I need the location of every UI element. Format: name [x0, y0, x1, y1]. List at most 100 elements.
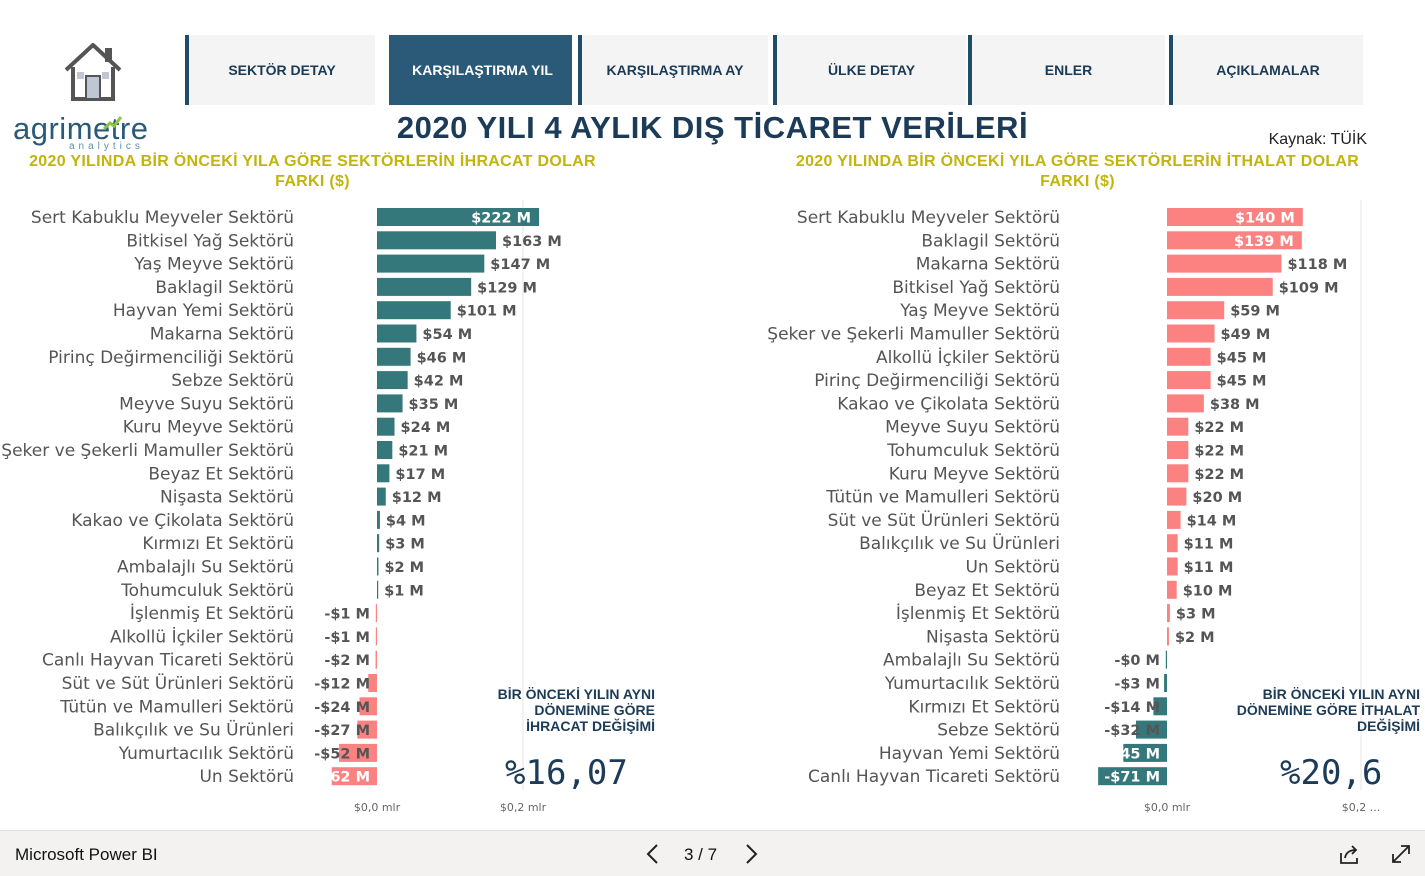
tab-karsilastirma-yil[interactable]: KARŞILAŞTIRMA YIL: [389, 35, 572, 105]
footer-bar: Microsoft Power BI 3 / 7: [0, 830, 1425, 876]
page-title: 2020 YILI 4 AYLIK DIŞ TİCARET VERİLERİ: [396, 110, 1029, 145]
data-label: $42 M: [414, 374, 464, 390]
category-label: Kakao ve Çikolata Sektörü: [837, 394, 1060, 414]
axis-tick-label: $0,2 ...: [1342, 801, 1380, 814]
import-chart-title: 2020 YILINDA BİR ÖNCEKİ YILA GÖRE SEKTÖR…: [795, 153, 1360, 190]
data-label: -$32 M: [1104, 723, 1160, 739]
bar: [377, 441, 393, 459]
data-label: $14 M: [1187, 513, 1237, 529]
category-label: Ambalajlı Su Sektörü: [117, 558, 294, 578]
bar: [377, 580, 379, 599]
tab-label: AÇIKLAMALAR: [1216, 62, 1320, 78]
share-button[interactable]: [1336, 841, 1362, 867]
data-label: -$2 M: [324, 653, 370, 669]
category-label: Sert Kabuklu Meyveler Sektörü: [797, 208, 1060, 228]
category-label: Yumurtacılık Sektörü: [118, 744, 294, 764]
category-label: İşlenmiş Et Sektörü: [896, 603, 1060, 624]
bar: [377, 231, 496, 250]
tab-sektor-detay[interactable]: SEKTÖR DETAY: [185, 35, 375, 105]
bar: [377, 371, 408, 390]
category-label: Un Sektörü: [199, 767, 294, 787]
data-label: $3 M: [385, 537, 425, 553]
bar: [359, 697, 377, 716]
category-label: Baklagil Sektörü: [155, 278, 294, 298]
category-label: Kuru Meyve Sektörü: [123, 418, 294, 438]
fullscreen-button[interactable]: [1388, 841, 1414, 867]
tab-aciklamalar[interactable]: AÇIKLAMALAR: [1169, 35, 1363, 105]
category-label: Canlı Hayvan Ticareti Sektörü: [42, 651, 294, 671]
bar: [1167, 464, 1189, 483]
tab-label: ÜLKE DETAY: [827, 62, 916, 78]
data-label: $109 M: [1279, 280, 1339, 296]
category-label: Tütün ve Mamulleri Sektörü: [59, 697, 294, 717]
category-label: Makarna Sektörü: [916, 255, 1060, 275]
bar: [377, 534, 380, 553]
bar: [1153, 697, 1167, 716]
category-label: Alkollü İçkiler Sektörü: [110, 626, 294, 647]
category-label: Kuru Meyve Sektörü: [889, 464, 1060, 484]
category-label: Meyve Suyu Sektörü: [885, 418, 1060, 438]
category-label: Şeker ve Şekerli Mamuller Sektörü: [767, 325, 1060, 345]
bar: [1167, 627, 1169, 646]
data-label: $12 M: [392, 490, 442, 506]
expand-icon: [1392, 845, 1410, 863]
data-label: -$27 M: [314, 723, 370, 739]
data-label: $54 M: [422, 327, 472, 343]
category-label: Tohumculuk Sektörü: [886, 441, 1060, 461]
data-label: -$12 M: [314, 677, 370, 693]
tab-label: SEKTÖR DETAY: [228, 62, 336, 78]
category-label: Yumurtacılık Sektörü: [884, 674, 1060, 694]
bar: [1167, 557, 1178, 576]
data-label: $46 M: [417, 350, 467, 366]
data-label: $59 M: [1230, 304, 1280, 320]
bar: [1167, 487, 1187, 506]
data-label: $22 M: [1194, 420, 1244, 436]
tab-label: ENLER: [1044, 62, 1093, 78]
next-page-button[interactable]: [738, 841, 764, 867]
tab-enler[interactable]: ENLER: [968, 35, 1165, 105]
bar: [377, 301, 451, 320]
home-button[interactable]: [62, 40, 124, 102]
bar: [377, 254, 485, 273]
data-label: $163 M: [502, 234, 562, 250]
data-label: $45 M: [1217, 374, 1267, 390]
category-label: Kırmızı Et Sektörü: [142, 534, 294, 554]
bar: [377, 347, 411, 366]
category-label: Yaş Meyve Sektörü: [133, 255, 294, 275]
category-label: Meyve Suyu Sektörü: [119, 394, 294, 414]
bar: [377, 324, 417, 343]
logo-tagline: analytics: [69, 141, 144, 152]
data-label: $38 M: [1210, 397, 1260, 413]
data-label: $139 M: [1234, 234, 1294, 250]
category-label: Beyaz Et Sektörü: [148, 464, 294, 484]
data-label: $3 M: [1176, 607, 1216, 623]
bar: [1167, 534, 1178, 553]
bar: [1167, 347, 1211, 366]
data-label: $24 M: [401, 420, 451, 436]
category-label: Kırmızı Et Sektörü: [908, 697, 1060, 717]
footer-brand: Microsoft Power BI: [15, 845, 158, 864]
bar: [1165, 650, 1167, 669]
data-label: -$14 M: [1104, 700, 1160, 716]
category-label: Nişasta Sektörü: [160, 488, 294, 508]
category-label: Şeker ve Şekerli Mamuller Sektörü: [1, 441, 294, 461]
category-label: Makarna Sektörü: [150, 325, 294, 345]
previous-page-button[interactable]: [640, 841, 666, 867]
tab-karsilastirma-ay[interactable]: KARŞILAŞTIRMA AY: [578, 35, 768, 105]
tab-label: KARŞILAŞTIRMA AY: [606, 62, 744, 78]
logo-growth-icon: [103, 116, 123, 131]
tab-ulke-detay[interactable]: ÜLKE DETAY: [773, 35, 966, 105]
import-kpi-value: %20,6: [1280, 753, 1383, 793]
axis-tick-label: $0,2 mlr: [500, 801, 547, 814]
bar: [1123, 743, 1167, 762]
category-label: Yaş Meyve Sektörü: [899, 301, 1060, 321]
data-label: -$52 M: [314, 746, 370, 762]
category-label: Beyaz Et Sektörü: [914, 581, 1060, 601]
category-label: Hayvan Yemi Sektörü: [879, 744, 1060, 764]
bar: [377, 464, 390, 483]
data-label: $2 M: [384, 560, 424, 576]
export-kpi-label: BİR ÖNCEKİ YILIN AYNI DÖNEMİNE GÖRE İHRA…: [497, 686, 655, 734]
data-label: $21 M: [398, 444, 448, 460]
category-label: Nişasta Sektörü: [926, 627, 1060, 647]
data-label: $147 M: [490, 257, 550, 273]
